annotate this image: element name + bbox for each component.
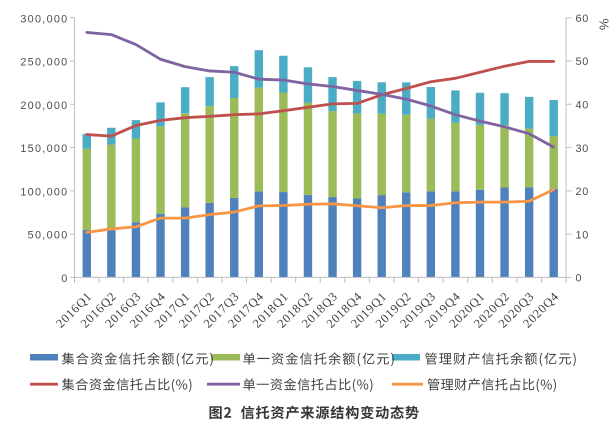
svg-text:%: % <box>597 19 612 31</box>
svg-text:200,000: 200,000 <box>20 100 68 112</box>
svg-text:300,000: 300,000 <box>20 13 68 25</box>
svg-text:150,000: 150,000 <box>20 143 68 155</box>
svg-text:0: 0 <box>576 273 583 285</box>
svg-text:30: 30 <box>576 143 590 155</box>
svg-text:50: 50 <box>576 56 590 68</box>
svg-text:50,000: 50,000 <box>28 230 69 242</box>
svg-text:100,000: 100,000 <box>20 186 68 198</box>
svg-text:20: 20 <box>576 186 590 198</box>
svg-text:0: 0 <box>61 273 68 285</box>
svg-text:250,000: 250,000 <box>20 57 68 69</box>
svg-text:10: 10 <box>576 229 590 241</box>
svg-text:40: 40 <box>576 99 590 111</box>
svg-text:60: 60 <box>576 13 590 25</box>
